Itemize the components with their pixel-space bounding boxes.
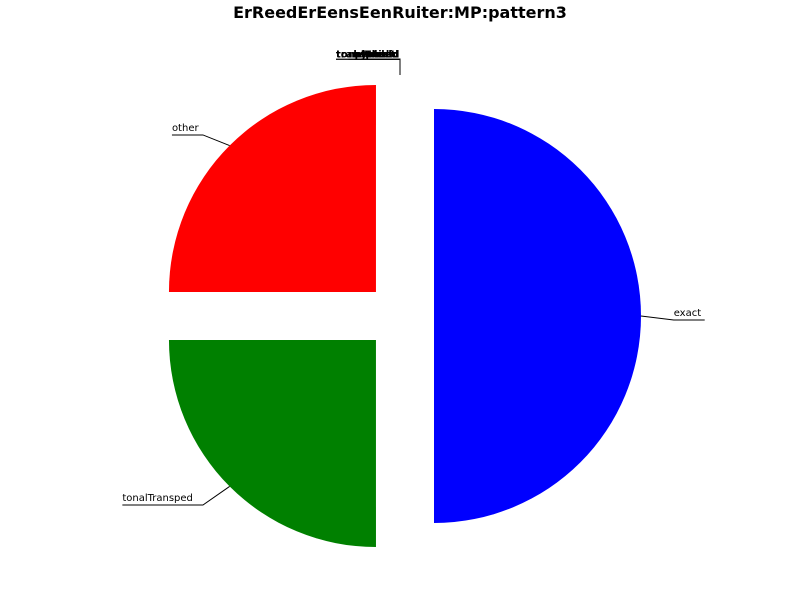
pie-label-group-tonaltransped: tonalTransped xyxy=(122,486,230,506)
pie-slices xyxy=(168,84,641,548)
pie-label-folded: Folded xyxy=(361,49,399,60)
pie-slice-tonaltransped xyxy=(168,340,376,548)
pie-labels: other tonalTransped exact transposedtonalEx… xyxy=(122,49,705,506)
leader-line xyxy=(640,315,705,321)
leader-line xyxy=(354,58,401,75)
pie-label-exact: exact xyxy=(674,308,702,319)
pie-label-other: other xyxy=(172,123,200,134)
pie-label-melodic: melodic xyxy=(355,49,399,60)
leader-line xyxy=(348,58,401,75)
pie-label-transposed: transposed xyxy=(336,49,399,60)
pie-label-group-exact: exact xyxy=(640,308,705,321)
leader-line xyxy=(360,58,401,75)
pie-label-group-other: other xyxy=(171,123,230,147)
leader-line xyxy=(336,58,401,75)
pie-label-rhythmic: rhythmic xyxy=(348,49,398,60)
leader-line xyxy=(122,486,230,506)
leader-line xyxy=(354,58,401,75)
pie-label-tonalexact: tonalExact xyxy=(336,49,396,60)
leader-line xyxy=(171,134,230,147)
pie-label-tonaltransped: tonalTransped xyxy=(122,493,193,504)
pie-slice-other xyxy=(168,84,376,292)
pie-label-group-partial: partial xyxy=(354,49,401,75)
leader-line xyxy=(336,58,401,75)
chart-title: ErReedErEensEenRuiter:MP:pattern3 xyxy=(233,3,567,22)
pie-slice-exact xyxy=(434,109,641,523)
pie-label-partial: partial xyxy=(355,49,392,60)
